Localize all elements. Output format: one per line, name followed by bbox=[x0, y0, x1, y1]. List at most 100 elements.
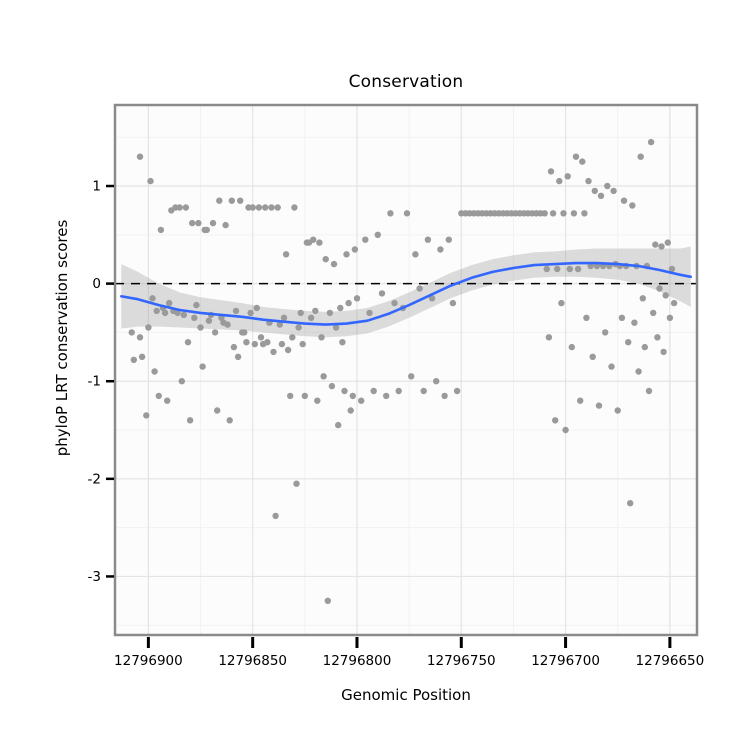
smooth-trend-line bbox=[120, 261, 692, 326]
data-point bbox=[627, 500, 634, 507]
data-point bbox=[358, 397, 365, 404]
data-point bbox=[255, 204, 263, 211]
data-point bbox=[635, 368, 642, 375]
data-point bbox=[316, 239, 323, 246]
data-point bbox=[597, 192, 605, 199]
x-tick-label: 12796700 bbox=[531, 653, 600, 669]
data-point bbox=[272, 512, 279, 520]
data-point bbox=[176, 204, 183, 211]
data-point bbox=[322, 256, 329, 263]
data-point bbox=[608, 363, 615, 370]
data-point bbox=[650, 309, 657, 317]
data-point bbox=[253, 304, 260, 312]
data-point bbox=[264, 339, 271, 346]
data-point bbox=[560, 210, 567, 217]
data-point bbox=[647, 138, 655, 146]
data-point bbox=[161, 309, 169, 317]
data-point bbox=[343, 251, 350, 258]
data-point bbox=[270, 348, 277, 356]
data-point bbox=[574, 265, 582, 273]
data-point bbox=[549, 210, 557, 217]
data-point bbox=[247, 309, 254, 317]
x-tick-label: 12796800 bbox=[323, 653, 392, 669]
data-point bbox=[186, 417, 194, 424]
data-point bbox=[554, 265, 561, 273]
data-point bbox=[293, 480, 300, 487]
data-point bbox=[291, 204, 298, 211]
data-point bbox=[378, 290, 386, 297]
data-point bbox=[335, 421, 342, 429]
data-point bbox=[652, 241, 659, 248]
data-point bbox=[130, 356, 137, 363]
data-point bbox=[387, 210, 394, 217]
data-point bbox=[547, 168, 555, 175]
data-point bbox=[595, 402, 603, 409]
data-point bbox=[332, 324, 340, 331]
data-point bbox=[280, 314, 288, 321]
y-axis-title: phyloP LRT conservation scores bbox=[53, 219, 71, 457]
data-point bbox=[662, 292, 669, 299]
data-point bbox=[428, 295, 436, 302]
data-point bbox=[312, 307, 319, 315]
data-point bbox=[205, 317, 213, 324]
data-point bbox=[408, 373, 415, 380]
data-point bbox=[216, 197, 223, 204]
data-point bbox=[276, 321, 283, 328]
data-point bbox=[153, 307, 160, 315]
data-point bbox=[445, 236, 452, 243]
data-point bbox=[541, 210, 548, 217]
data-point bbox=[370, 387, 377, 395]
data-point bbox=[301, 392, 308, 400]
data-point bbox=[572, 153, 580, 160]
data-point bbox=[326, 309, 334, 317]
data-point bbox=[670, 299, 678, 307]
data-point bbox=[556, 177, 563, 185]
data-point bbox=[362, 236, 369, 243]
data-point bbox=[545, 334, 553, 341]
data-point bbox=[631, 319, 638, 326]
data-point bbox=[297, 309, 304, 317]
data-point bbox=[668, 265, 676, 273]
data-point bbox=[145, 324, 152, 331]
data-point bbox=[257, 334, 265, 341]
data-point bbox=[614, 407, 621, 414]
data-point bbox=[660, 348, 667, 356]
data-point bbox=[328, 382, 336, 390]
data-point bbox=[562, 426, 569, 434]
x-tick-label: 12796850 bbox=[218, 653, 287, 669]
data-point bbox=[453, 387, 461, 395]
data-point bbox=[299, 340, 306, 348]
y-tick-label: -2 bbox=[88, 471, 101, 487]
data-point bbox=[241, 329, 248, 336]
x-axis-title: Genomic Position bbox=[341, 686, 471, 704]
data-point bbox=[324, 597, 331, 604]
data-point bbox=[278, 340, 286, 348]
data-point bbox=[295, 324, 302, 331]
data-point bbox=[136, 334, 144, 341]
data-point bbox=[307, 314, 315, 321]
data-point bbox=[214, 407, 221, 414]
data-point bbox=[310, 236, 317, 243]
x-tick-label: 12796900 bbox=[114, 653, 183, 669]
data-point bbox=[268, 204, 275, 211]
data-point bbox=[136, 153, 144, 160]
data-point bbox=[577, 397, 584, 404]
data-point bbox=[180, 311, 187, 319]
data-point bbox=[211, 329, 219, 336]
data-point bbox=[337, 304, 344, 312]
data-point bbox=[558, 299, 565, 307]
data-point bbox=[226, 417, 233, 424]
data-point bbox=[199, 363, 206, 370]
data-point bbox=[287, 392, 294, 400]
x-tick-label: 12796650 bbox=[636, 653, 705, 669]
data-point bbox=[351, 246, 359, 253]
data-point bbox=[604, 182, 611, 190]
data-point bbox=[237, 197, 244, 204]
data-point bbox=[222, 221, 229, 229]
data-point bbox=[209, 219, 217, 227]
data-point bbox=[543, 265, 550, 273]
data-point bbox=[128, 329, 135, 336]
data-point bbox=[282, 251, 290, 258]
data-point bbox=[151, 368, 158, 375]
